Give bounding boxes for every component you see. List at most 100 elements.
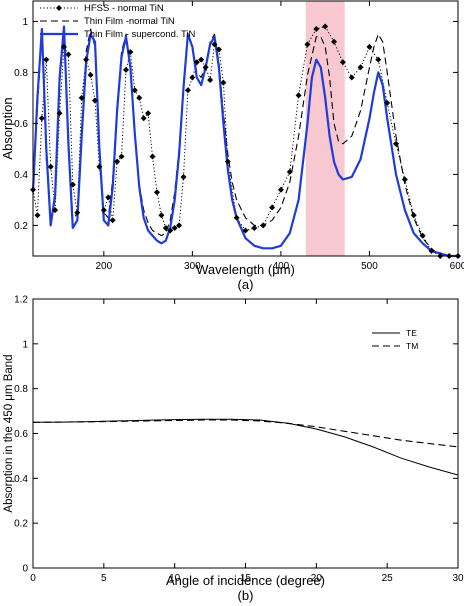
data-marker — [158, 212, 165, 219]
x-axis-label: Wavelength (μm) — [196, 262, 295, 277]
x-tick-label: 20 — [311, 573, 323, 584]
y-axis-label: Absorption in the 450 μm Band — [3, 354, 15, 512]
y-tick-label: 0.2 — [14, 221, 28, 232]
data-marker — [220, 79, 227, 86]
y-tick-label: 1.2 — [14, 295, 28, 306]
data-marker — [384, 100, 391, 106]
data-marker — [167, 227, 174, 234]
data-marker — [74, 209, 81, 216]
series-line — [32, 419, 459, 448]
data-marker — [180, 173, 187, 180]
data-marker — [198, 56, 205, 63]
data-marker — [136, 94, 143, 101]
data-marker — [171, 224, 178, 231]
x-tick-label: 0 — [30, 573, 36, 584]
plot-area-frame — [32, 298, 459, 569]
data-marker — [34, 212, 41, 219]
data-marker — [140, 115, 147, 122]
data-marker — [242, 227, 249, 234]
x-tick-label: 200 — [95, 261, 112, 272]
data-marker — [295, 92, 302, 99]
y-tick-label: 0.2 — [14, 519, 28, 530]
data-markers — [30, 23, 461, 259]
y-tick-label: 1 — [22, 339, 28, 350]
legend: TE TM — [372, 328, 418, 351]
data-marker — [52, 207, 59, 214]
data-marker — [233, 214, 240, 221]
series-lines — [32, 418, 459, 476]
legend-label: TM — [406, 341, 418, 351]
legend-label: Thin Film -normal TiN — [84, 16, 175, 27]
data-marker — [87, 71, 94, 78]
data-marker — [215, 46, 222, 53]
data-marker — [83, 56, 90, 63]
data-marker — [331, 38, 338, 45]
data-marker — [149, 153, 156, 160]
data-marker — [114, 158, 121, 165]
legend-label: TE — [406, 328, 417, 338]
data-marker — [339, 59, 346, 66]
x-tick-label: 500 — [361, 261, 378, 272]
plot-area-frame — [32, 0, 459, 257]
series-line — [32, 26, 458, 257]
series-lines — [31, 25, 458, 258]
y-tick-label: 0 — [22, 564, 28, 575]
panel-b: 0 5 10 15 20 25 30 0 0.2 0.4 0.6 0.8 1 1.2 TE TM Angle… — [3, 295, 464, 604]
data-marker — [131, 87, 138, 94]
y-tick-label: 0.8 — [14, 68, 28, 79]
axis-ticks: 200 300 400 500 600 0.2 0.4 0.6 0.8 1 — [14, 1, 464, 272]
data-marker — [224, 158, 231, 165]
highlight-band — [305, 1, 345, 256]
data-marker — [202, 64, 209, 71]
series-line — [32, 418, 459, 476]
data-marker — [162, 224, 169, 231]
data-marker — [105, 194, 112, 201]
data-marker — [43, 56, 50, 63]
y-tick-label: 0.4 — [14, 474, 28, 485]
data-marker — [348, 74, 355, 81]
data-marker — [122, 66, 129, 73]
data-marker — [184, 87, 191, 94]
y-tick-label: 0.8 — [14, 384, 28, 395]
legend-label: HFSS - normal TiN — [84, 3, 164, 14]
series-line — [31, 25, 458, 258]
data-marker — [207, 77, 214, 84]
panel-label: (b) — [238, 588, 254, 603]
data-marker — [91, 97, 98, 104]
x-tick-label: 10 — [169, 573, 181, 584]
data-marker — [401, 176, 408, 183]
data-marker — [127, 49, 134, 55]
data-marker — [410, 212, 417, 219]
data-marker — [100, 207, 107, 214]
data-marker — [366, 43, 373, 50]
data-marker — [269, 204, 276, 211]
panel-a: 200 300 400 500 600 0.2 0.4 0.6 0.8 1 HFSS - norm… — [0, 0, 464, 292]
data-marker — [211, 41, 218, 48]
legend-marker — [56, 5, 62, 11]
data-marker — [60, 43, 67, 50]
x-axis-label: Angle of incidence (degree) — [166, 573, 325, 588]
panel-label: (a) — [238, 277, 254, 292]
y-tick-label: 0.4 — [14, 170, 28, 181]
legend: HFSS - normal TiN Thin Film -normal TiN Th… — [40, 3, 196, 40]
data-marker — [375, 56, 382, 63]
data-marker — [313, 26, 320, 33]
axis-ticks: 0 5 10 15 20 25 30 0 0.2 0.4 0.6 0.8 1 1.2 — [14, 295, 464, 585]
data-marker — [38, 115, 45, 122]
data-marker — [153, 189, 160, 196]
data-marker — [96, 163, 103, 170]
data-marker — [47, 163, 54, 170]
y-axis-label: Absorption — [0, 97, 15, 159]
data-marker — [145, 110, 152, 117]
y-tick-label: 0.6 — [14, 119, 28, 130]
y-tick-label: 1 — [22, 17, 28, 28]
data-marker — [65, 51, 72, 58]
x-tick-label: 600 — [450, 261, 464, 272]
data-marker — [251, 224, 258, 231]
data-marker — [322, 23, 329, 30]
y-tick-label: 0.6 — [14, 429, 28, 440]
data-marker — [286, 168, 293, 175]
data-marker — [189, 74, 196, 81]
data-marker — [56, 110, 63, 117]
